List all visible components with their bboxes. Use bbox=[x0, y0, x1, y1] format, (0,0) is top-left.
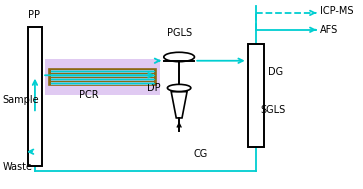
Bar bbox=[51, 74, 154, 77]
Text: AFS: AFS bbox=[320, 25, 338, 35]
Text: SGLS: SGLS bbox=[260, 105, 285, 115]
Bar bbox=[51, 78, 154, 81]
Text: PP: PP bbox=[28, 10, 40, 20]
Text: Waste: Waste bbox=[3, 162, 33, 172]
Text: PCR: PCR bbox=[79, 91, 99, 100]
Polygon shape bbox=[171, 92, 187, 118]
Bar bbox=[49, 69, 156, 85]
Text: PGLS: PGLS bbox=[167, 28, 192, 38]
Bar bbox=[45, 59, 160, 95]
Bar bbox=[248, 44, 264, 147]
Text: DP: DP bbox=[147, 83, 161, 93]
Text: ICP-MS: ICP-MS bbox=[320, 6, 353, 16]
Text: CG: CG bbox=[193, 149, 208, 159]
Bar bbox=[51, 70, 154, 73]
Bar bbox=[28, 27, 42, 166]
Bar bbox=[51, 82, 154, 85]
Ellipse shape bbox=[164, 52, 195, 62]
Ellipse shape bbox=[167, 84, 191, 91]
Text: Sample: Sample bbox=[3, 95, 39, 105]
Text: DG: DG bbox=[268, 67, 283, 77]
